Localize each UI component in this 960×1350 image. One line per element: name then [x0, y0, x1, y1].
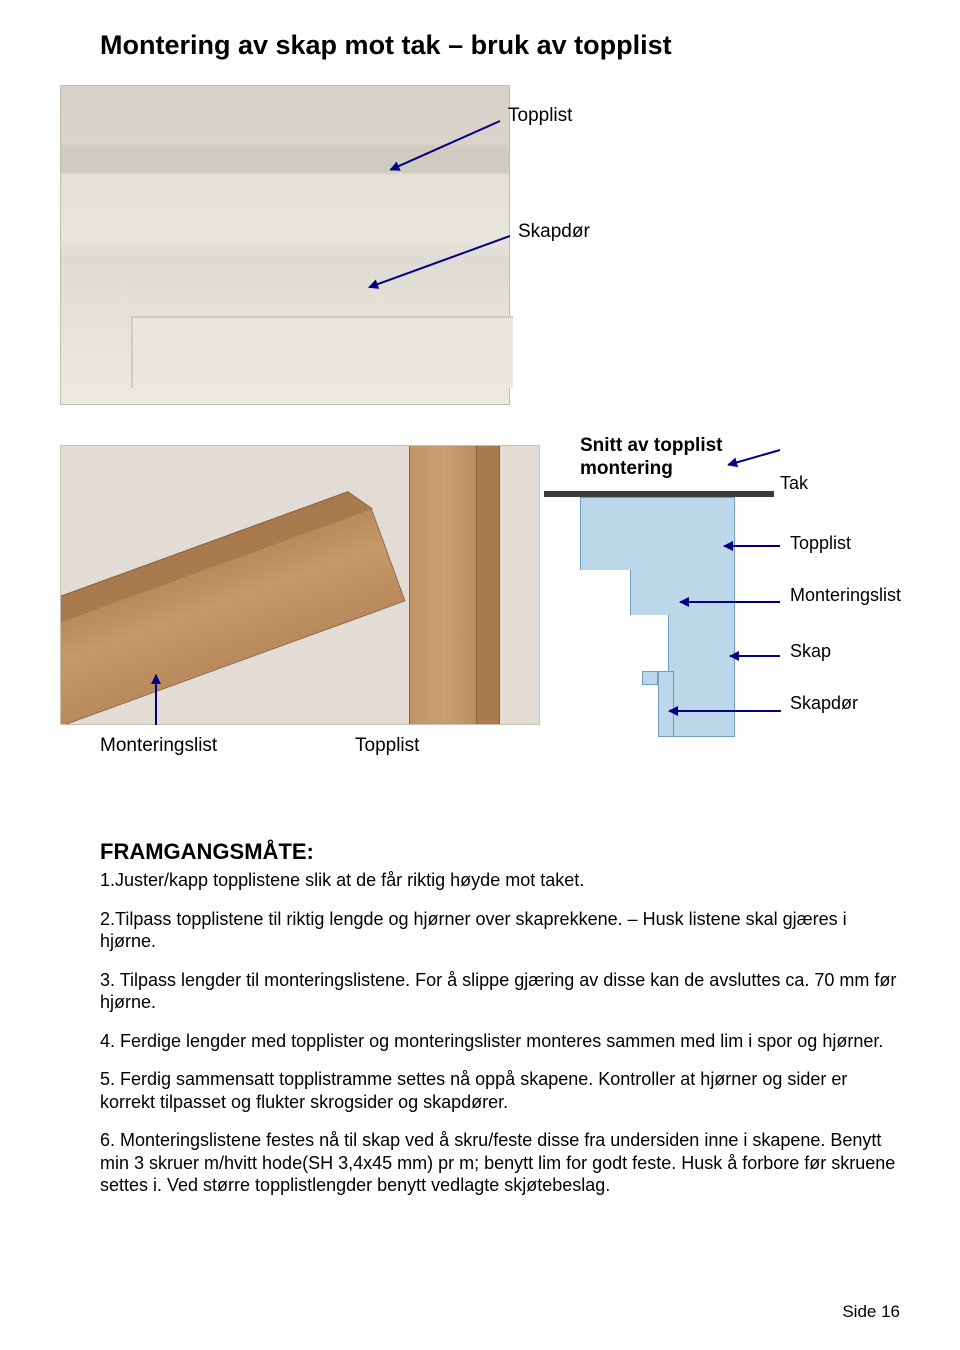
mdf-vertical	[409, 445, 479, 725]
label-dia-monteringslist: Monteringslist	[790, 585, 901, 606]
arrow-dia-monteringslist	[680, 601, 780, 603]
step-4: 4. Ferdige lengder med topplister og mon…	[100, 1030, 900, 1053]
diagram-notch	[642, 671, 658, 685]
diagram-door	[658, 671, 674, 737]
step-6: 6. Monteringslistene festes nå til skap …	[100, 1129, 900, 1197]
label-monteringslist: Monteringslist	[100, 735, 217, 757]
arrow-dia-skapdor	[669, 710, 781, 712]
photo-cabinet	[60, 85, 510, 405]
label-skapdor: Skapdør	[518, 221, 590, 243]
label-dia-topplist: Topplist	[790, 533, 851, 554]
label-dia-skapdor: Skapdør	[790, 693, 858, 714]
label-dia-skap: Skap	[790, 641, 831, 662]
label-tak: Tak	[780, 473, 808, 494]
photo-mdf-boards	[60, 445, 540, 725]
page-number: Side 16	[842, 1302, 900, 1322]
label-topplist-2: Topplist	[355, 735, 419, 757]
arrow-dia-topplist	[724, 545, 780, 547]
figure-area: Topplist Skapdør Monteringslist Topplist…	[100, 75, 900, 785]
step-3: 3. Tilpass lengder til monteringslistene…	[100, 969, 900, 1014]
step-5: 5. Ferdig sammensatt topplistramme sette…	[100, 1068, 900, 1113]
step-2: 2.Tilpass topplistene til riktig lengde …	[100, 908, 900, 953]
mdf-angled	[60, 507, 405, 725]
arrow-dia-skap	[730, 655, 780, 657]
label-topplist: Topplist	[508, 105, 572, 127]
section-diagram	[580, 485, 780, 745]
section-diagram-area: Snitt av topplist montering Tak Topplist…	[580, 435, 930, 785]
step-1: 1.Juster/kapp topplistene slik at de får…	[100, 869, 900, 892]
section-title-line2: montering	[580, 458, 930, 481]
procedure-heading: FRAMGANGSMÅTE:	[100, 839, 900, 865]
page-title: Montering av skap mot tak – bruk av topp…	[100, 30, 900, 61]
procedure-body: 1.Juster/kapp topplistene slik at de får…	[100, 869, 900, 1197]
diagram-line1	[630, 570, 631, 615]
section-title-line1: Snitt av topplist	[580, 435, 930, 458]
arrow-monteringslist	[155, 675, 157, 725]
